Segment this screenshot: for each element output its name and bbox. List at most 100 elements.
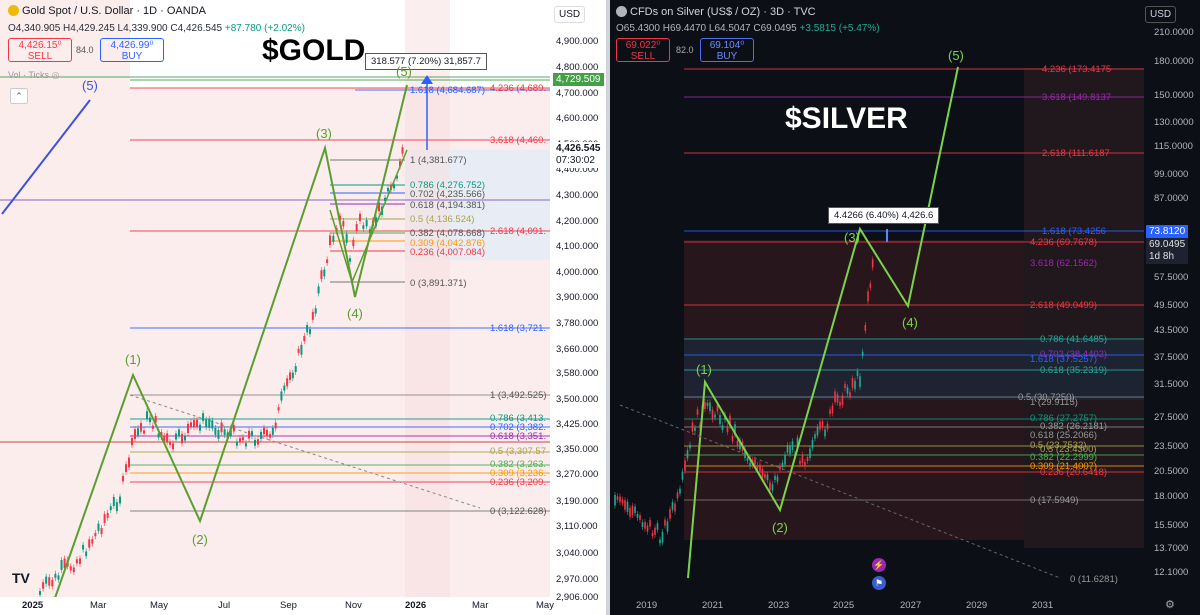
silver-time-tick: 2025 <box>833 600 855 611</box>
silver-elliott-wave <box>687 66 959 579</box>
gold-candle <box>369 229 371 234</box>
gold-candle <box>184 435 186 441</box>
gold-subwave <box>329 149 408 285</box>
gold-candle <box>393 184 395 189</box>
silver-fib-label: 0.5 (30.7250) <box>1018 392 1075 403</box>
silver-fib-label: 4.236 (173.4175 <box>1042 64 1112 75</box>
gold-candle <box>190 422 192 427</box>
silver-candle <box>624 500 626 510</box>
silver-symbol-header[interactable]: CFDs on Silver (US$ / OZ) · 3D · TVC <box>616 6 816 18</box>
gold-candle <box>187 423 189 434</box>
silver-candle <box>646 525 649 532</box>
silver-candle <box>691 422 694 432</box>
gold-volume-label[interactable]: Vol · Ticks ◎ <box>8 70 60 80</box>
silver-candle <box>726 426 729 433</box>
silver-candle <box>761 468 764 478</box>
silver-ohlc: O65.4300 H69.4470 L64.5047 C69.0495 +3.5… <box>616 23 880 34</box>
gold-candle <box>88 539 91 548</box>
gold-time-tick: Sep <box>280 600 297 611</box>
silver-candle <box>821 421 824 428</box>
silver-buy-button[interactable]: 69.104⁰ BUY <box>700 38 754 62</box>
silver-candle <box>784 454 786 465</box>
gold-candle <box>172 443 174 450</box>
silver-candle <box>616 496 619 500</box>
silver-candle <box>679 488 681 494</box>
gold-buy-button[interactable]: 4,426.99⁰ BUY <box>100 38 164 62</box>
gold-price-tick: 3,660.000 <box>556 344 599 355</box>
gold-candle <box>277 407 280 411</box>
gold-candle <box>125 464 127 473</box>
gold-sell-button[interactable]: 4,426.15⁰ SELL <box>8 38 72 62</box>
gold-chart-canvas[interactable] <box>0 0 606 615</box>
gold-candle <box>311 311 314 320</box>
eye-icon[interactable]: ◎ <box>51 70 60 80</box>
gold-symbol-header[interactable]: Gold Spot / U.S. Dollar · 1D · OANDA <box>8 5 206 17</box>
chevron-up-icon[interactable]: ⌃ <box>10 88 28 104</box>
silver-fib-label: 0.236 (20.6418) <box>1040 467 1108 478</box>
gold-inner-fib-label: 0.618 (4,194.381) <box>410 200 486 211</box>
gold-candle <box>271 427 274 435</box>
silver-candle <box>684 460 686 471</box>
silver-time-tick: 2019 <box>636 600 658 611</box>
gold-time-tick: May <box>150 600 168 611</box>
silver-fib-label: 3.618 (62.1562) <box>1030 258 1098 269</box>
gold-inner-fib-label: 0.5 (4,136.524) <box>410 214 475 225</box>
silver-candle <box>649 519 651 527</box>
gold-big-label: $GOLD <box>262 34 366 67</box>
gold-time-axis-bg[interactable] <box>0 597 606 615</box>
silver-candle <box>696 409 699 415</box>
gold-symbol-icon <box>8 5 19 16</box>
gold-candle <box>232 425 235 432</box>
gold-fib-label: 0.786 (3,413. <box>490 413 546 424</box>
silver-candle <box>844 384 846 389</box>
silver-candle <box>634 506 636 514</box>
silver-low: 64.5047 <box>714 23 751 34</box>
gold-candle <box>266 429 268 437</box>
silver-candle <box>824 429 826 437</box>
silver-currency-button[interactable]: USD <box>1145 6 1177 23</box>
silver-candle <box>766 474 769 481</box>
silver-fib-label: 4.236 (69.7678) <box>1030 237 1098 248</box>
settings-gear-icon[interactable]: ⚙ <box>1165 599 1175 611</box>
silver-sell-button[interactable]: 69.022⁰ SELL <box>616 38 670 62</box>
gold-candle <box>332 235 335 242</box>
gold-currency-button[interactable]: USD <box>554 6 586 23</box>
gold-candle <box>223 429 226 435</box>
silver-title: CFDs on Silver (US$ / OZ) · 3D · TVC <box>630 6 816 18</box>
gold-candle <box>122 475 124 482</box>
silver-price-tick: 43.5000 <box>1154 325 1189 336</box>
silver-price-axis-bg[interactable] <box>1144 0 1200 615</box>
gold-candle <box>119 496 121 504</box>
gold-inner-fib-label: 0.382 (4,078.668) <box>410 228 486 239</box>
gold-candle <box>289 372 291 380</box>
silver-candle <box>699 424 701 428</box>
lightning-icon[interactable]: ⚡ <box>872 558 886 572</box>
gold-price-axis-bg[interactable] <box>550 0 606 615</box>
silver-chart-canvas[interactable] <box>610 0 1200 615</box>
gold-fib-label: 0.702 (3,382. <box>490 422 546 433</box>
silver-candle <box>674 503 676 512</box>
gold-candle <box>269 434 271 438</box>
silver-candle <box>839 401 841 406</box>
silver-time-axis-bg[interactable] <box>610 597 1200 615</box>
silver-fib-label: 0.382 (22.2999) <box>1030 452 1098 463</box>
gold-candle <box>106 512 109 518</box>
gold-high: 4,429.245 <box>70 23 115 34</box>
silver-fib-label: 0 (11.6281) <box>1070 574 1118 585</box>
silver-candle <box>706 402 709 406</box>
silver-candle <box>799 460 801 465</box>
gold-candle <box>283 385 286 391</box>
silver-candle <box>716 404 719 412</box>
silver-price-tick: 180.0000 <box>1154 56 1194 67</box>
gold-candle <box>217 429 220 439</box>
gold-candle <box>85 551 88 557</box>
gold-candle <box>326 259 329 263</box>
silver-chart-panel[interactable]: CFDs on Silver (US$ / OZ) · 3D · TVC O65… <box>610 0 1200 615</box>
tradingview-logo[interactable]: TV <box>12 570 30 586</box>
gold-chart-panel[interactable]: Gold Spot / U.S. Dollar · 1D · OANDA O4,… <box>0 0 606 615</box>
gold-price-tick: 4,700.000 <box>556 88 599 99</box>
silver-price-tick: 130.0000 <box>1154 117 1194 128</box>
flag-icon[interactable]: ⚑ <box>872 576 886 590</box>
gold-price-tick: 3,780.000 <box>556 318 599 329</box>
silver-wave-label: (4) <box>902 315 918 330</box>
